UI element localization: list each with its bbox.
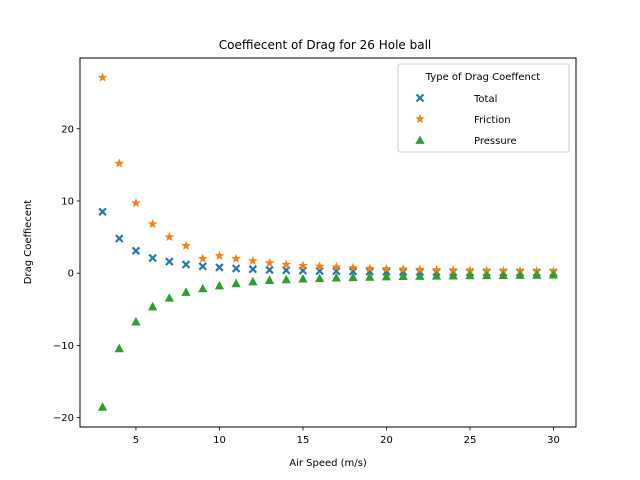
legend-box	[397, 63, 570, 153]
y-tick-label: −20	[53, 413, 74, 424]
data-point-pressure	[498, 270, 508, 279]
data-point-friction	[348, 262, 358, 272]
y-axis-label: Drag Coeffiecent	[23, 200, 34, 285]
data-point-total	[298, 266, 308, 275]
data-point-pressure	[298, 273, 308, 283]
chart-title: Coeffiecent of Drag for 26 Hole ball	[219, 38, 431, 52]
data-point-friction	[415, 264, 425, 274]
data-point-total	[115, 234, 124, 243]
data-point-friction	[481, 265, 492, 275]
series-pressure	[97, 270, 559, 411]
data-point-total	[231, 264, 241, 273]
y-tick-label: 0	[68, 269, 74, 280]
data-point-pressure	[515, 270, 525, 279]
data-point-friction	[298, 260, 308, 270]
data-point-pressure	[164, 293, 174, 302]
data-point-pressure	[465, 270, 475, 280]
data-point-friction	[281, 259, 292, 269]
data-point-friction	[264, 258, 275, 268]
data-point-pressure	[331, 272, 341, 282]
data-point-pressure	[448, 270, 458, 280]
data-point-friction	[314, 261, 325, 271]
data-point-total	[248, 265, 258, 274]
data-point-friction	[465, 265, 475, 275]
plot-frame	[79, 57, 577, 428]
data-point-pressure	[381, 271, 392, 281]
data-point-total	[131, 246, 141, 256]
data-point-friction	[248, 255, 258, 265]
data-point-pressure	[114, 343, 124, 353]
data-point-total	[382, 267, 391, 276]
legend-marker-pressure	[415, 135, 425, 144]
data-point-friction	[214, 250, 225, 260]
y-tick-label: 10	[61, 196, 74, 207]
x-tick-label: 30	[547, 435, 560, 446]
x-tick-label: 10	[213, 435, 226, 446]
x-axis-label: Air Speed (m/s)	[289, 458, 367, 469]
legend-label-total: Total	[473, 94, 497, 105]
series-total	[98, 207, 558, 277]
x-tick-label: 20	[380, 435, 393, 446]
legend-marker-total	[415, 93, 425, 103]
y-tick-label: 20	[61, 124, 74, 135]
data-point-pressure	[231, 278, 241, 288]
y-tick-label: −10	[53, 341, 74, 352]
data-point-friction	[381, 263, 392, 273]
data-point-friction	[331, 262, 342, 272]
data-point-pressure	[198, 283, 208, 293]
data-point-friction	[398, 264, 408, 274]
data-point-friction	[231, 253, 241, 263]
data-point-friction	[197, 253, 208, 263]
data-point-friction	[131, 198, 141, 208]
data-point-friction	[181, 240, 191, 250]
legend-label-friction: Friction	[474, 115, 511, 126]
data-point-friction	[498, 265, 509, 275]
data-point-pressure	[148, 301, 158, 311]
data-point-total	[282, 266, 291, 275]
data-point-total	[98, 207, 107, 217]
data-point-total	[365, 267, 374, 276]
x-axis: 5 10 15 20 25 30	[133, 427, 560, 446]
data-point-pressure	[365, 272, 375, 281]
data-point-pressure	[264, 275, 275, 284]
data-point-friction	[164, 232, 175, 242]
data-point-total	[215, 263, 224, 272]
data-point-pressure	[348, 272, 358, 282]
x-tick-label: 25	[464, 435, 477, 446]
legend-marker-friction	[415, 113, 425, 124]
data-point-pressure	[248, 276, 258, 286]
data-point-pressure	[131, 316, 141, 326]
data-point-total	[148, 253, 157, 263]
data-point-total	[165, 257, 174, 266]
data-point-pressure	[181, 287, 191, 296]
data-point-pressure	[97, 402, 108, 411]
data-point-total	[198, 262, 207, 271]
data-point-pressure	[214, 280, 225, 290]
legend: Type of Drag Coeffenct Total Friction Pres…	[397, 63, 570, 153]
data-point-pressure	[398, 271, 408, 281]
data-point-friction	[364, 263, 375, 273]
data-point-pressure	[281, 274, 291, 284]
data-point-pressure	[482, 270, 492, 280]
data-point-pressure	[532, 270, 542, 279]
data-point-pressure	[415, 271, 425, 280]
data-point-friction	[147, 219, 158, 229]
data-point-pressure	[548, 270, 559, 279]
x-tick-label: 5	[133, 435, 139, 446]
data-point-friction	[448, 265, 459, 275]
data-point-friction	[97, 72, 108, 82]
data-point-pressure	[315, 273, 325, 283]
data-point-total	[181, 260, 191, 269]
legend-label-pressure: Pressure	[474, 136, 517, 147]
legend-title: Type of Drag Coeffenct	[425, 72, 541, 83]
plot-area	[97, 72, 559, 411]
y-axis: −20 −10 0 10 20	[53, 124, 80, 424]
data-point-total	[265, 265, 274, 275]
data-point-friction	[431, 264, 442, 275]
x-tick-label: 15	[297, 435, 310, 446]
data-point-pressure	[431, 271, 442, 280]
data-point-friction	[114, 158, 125, 168]
